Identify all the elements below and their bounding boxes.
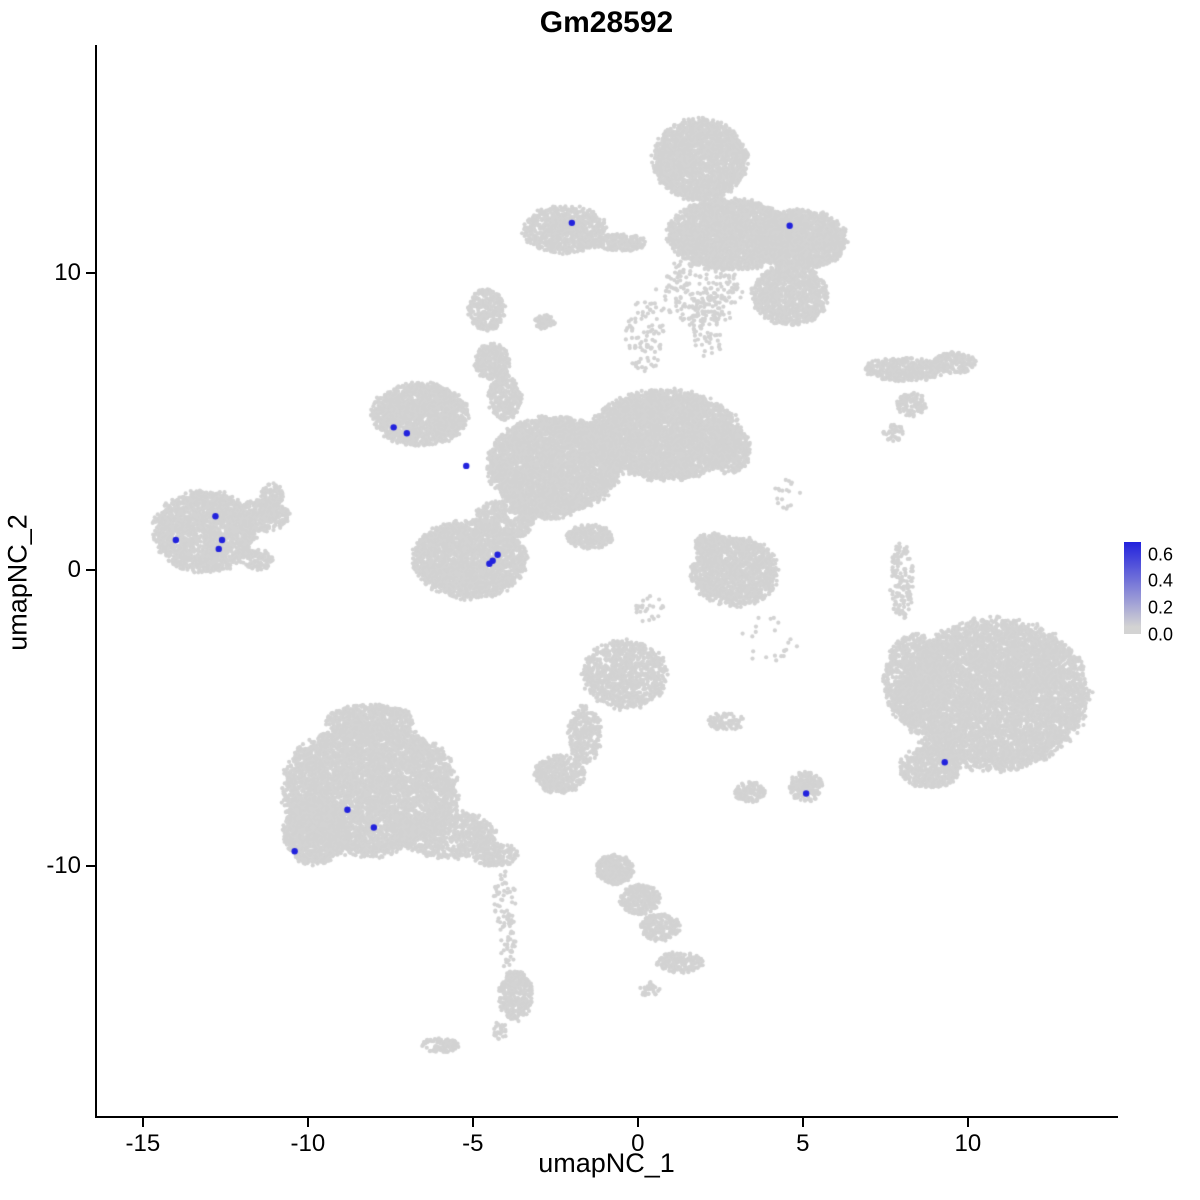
x-tick-mark bbox=[471, 1118, 474, 1127]
x-tick-mark bbox=[966, 1118, 969, 1127]
y-tick-label: 10 bbox=[54, 259, 81, 287]
colorbar-legend: 0.6 0.4 0.2 0.0 bbox=[1124, 542, 1200, 644]
y-tick-label: 0 bbox=[67, 555, 81, 583]
x-tick-label: -10 bbox=[290, 1130, 326, 1157]
x-tick-label: 0 bbox=[631, 1130, 645, 1157]
legend-tick-label: 0.0 bbox=[1148, 624, 1174, 645]
y-tick-label: -10 bbox=[46, 852, 81, 880]
colorbar-gradient bbox=[1124, 542, 1141, 634]
y-tick-mark bbox=[86, 568, 95, 571]
x-tick-label: 5 bbox=[796, 1130, 810, 1157]
x-tick-label: 10 bbox=[954, 1130, 982, 1157]
x-tick-label: -5 bbox=[462, 1130, 484, 1157]
x-tick-mark bbox=[801, 1118, 804, 1127]
legend-tick-label: 0.6 bbox=[1148, 544, 1174, 565]
y-tick-mark bbox=[86, 272, 95, 275]
legend-tick-label: 0.2 bbox=[1148, 597, 1174, 618]
x-tick-mark bbox=[306, 1118, 309, 1127]
x-tick-mark bbox=[636, 1118, 639, 1127]
plot-title: Gm28592 bbox=[539, 6, 674, 39]
x-tick-mark bbox=[141, 1118, 144, 1127]
x-axis-label: umapNC_1 bbox=[538, 1148, 675, 1178]
y-tick-mark bbox=[86, 865, 95, 868]
legend-tick-label: 0.4 bbox=[1148, 570, 1174, 591]
x-tick-label: -15 bbox=[125, 1130, 161, 1157]
plot-panel bbox=[95, 45, 1118, 1118]
